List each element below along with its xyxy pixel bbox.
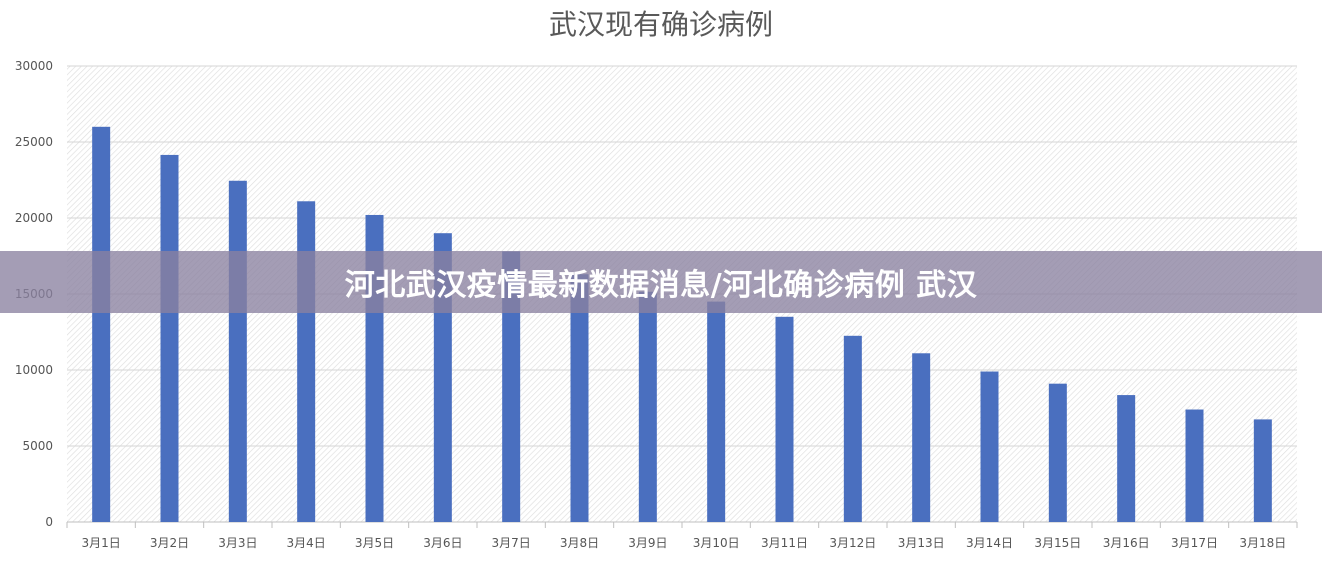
x-tick-label: 3月7日 [492,536,531,550]
x-tick-label: 3月13日 [898,536,945,550]
x-tick-label: 3月4日 [287,536,326,550]
x-tick-label: 3月8日 [560,536,599,550]
x-tick-label: 3月1日 [82,536,121,550]
x-tick-label: 3月17日 [1171,536,1218,550]
bar [92,126,111,523]
bar [843,335,862,522]
bar [228,180,247,522]
x-tick-label: 3月14日 [966,536,1013,550]
bar [570,274,589,522]
y-tick-label: 5000 [22,439,53,453]
bar [980,371,999,522]
x-tick-label: 3月9日 [628,536,667,550]
bar [1117,395,1136,522]
bar [502,251,521,522]
bar [1185,409,1204,522]
bar [707,301,726,522]
x-tick-label: 3月15日 [1034,536,1081,550]
y-tick-label: 20000 [15,211,53,225]
x-tick-label: 3月5日 [355,536,394,550]
x-tick-label: 3月18日 [1239,536,1286,550]
bar [1048,383,1067,522]
x-tick-label: 3月11日 [761,536,808,550]
y-tick-label: 25000 [15,135,53,149]
chart-title: 武汉现有确诊病例 [549,8,773,41]
x-tick-label: 3月2日 [150,536,189,550]
headline-banner: 河北武汉疫情最新数据消息/河北确诊病例 武汉 [0,251,1322,313]
headline-text: 河北武汉疫情最新数据消息/河北确诊病例 武汉 [344,268,978,303]
bar [775,316,794,522]
x-tick-label: 3月12日 [829,536,876,550]
x-tick-label: 3月16日 [1103,536,1150,550]
y-tick-label: 0 [45,515,53,529]
x-tick-label: 3月3日 [218,536,257,550]
y-tick-label: 30000 [15,59,53,73]
bar [638,291,657,522]
bar [912,353,931,522]
bar [297,201,316,522]
x-tick-label: 3月10日 [693,536,740,550]
x-tick-label: 3月6日 [423,536,462,550]
bar [160,154,179,523]
y-tick-label: 10000 [15,363,53,377]
bar [1253,419,1272,522]
